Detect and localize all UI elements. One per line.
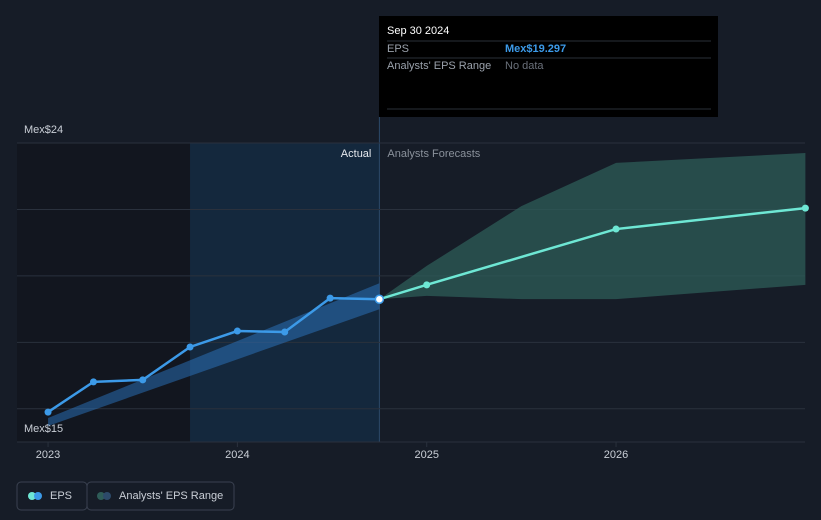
legend-item[interactable]: Analysts' EPS Range bbox=[86, 481, 235, 511]
forecast-point bbox=[423, 281, 431, 289]
legend-button[interactable] bbox=[86, 481, 235, 511]
past-region bbox=[17, 143, 191, 442]
legend-swatch bbox=[28, 492, 36, 500]
y-tick-label: Mex$15 bbox=[24, 423, 63, 435]
forecast-point bbox=[801, 204, 809, 212]
eps-point bbox=[233, 327, 241, 335]
eps-point bbox=[326, 294, 334, 302]
x-tick-label: 2025 bbox=[414, 449, 438, 461]
legend-swatch bbox=[34, 492, 42, 500]
tooltip-label: EPS bbox=[387, 43, 409, 55]
legend-swatch bbox=[103, 492, 111, 500]
eps-point bbox=[374, 294, 385, 304]
legend-label: EPS bbox=[50, 490, 72, 502]
eps-point bbox=[44, 408, 52, 416]
range-area bbox=[379, 152, 806, 300]
highlight-region bbox=[190, 143, 380, 442]
x-tick-label: 2023 bbox=[36, 449, 60, 461]
forecast-label: Analysts Forecasts bbox=[387, 148, 480, 160]
marks bbox=[44, 152, 809, 426]
eps-line bbox=[47, 296, 380, 414]
tooltip-label: Analysts' EPS Range bbox=[387, 60, 491, 72]
x-tick-label: 2026 bbox=[604, 449, 628, 461]
legend: EPS Analysts' EPS Range bbox=[16, 481, 235, 511]
y-tick-label: Mex$24 bbox=[24, 124, 63, 136]
legend-label: Analysts' EPS Range bbox=[119, 490, 223, 502]
forecast-line bbox=[379, 206, 806, 301]
tooltip-value: No data bbox=[505, 60, 544, 72]
trend-band bbox=[48, 283, 380, 426]
eps-point bbox=[139, 376, 147, 384]
x-tick-label: 2024 bbox=[225, 449, 249, 461]
legend-swatch bbox=[97, 492, 105, 500]
eps-point bbox=[186, 343, 194, 351]
grid: Mex$15 Mex$24 2023 2024 2025 2026 bbox=[17, 124, 805, 461]
tooltip-date: Sep 30 2024 bbox=[387, 25, 449, 37]
eps-point bbox=[89, 378, 97, 386]
actual-label: Actual bbox=[341, 148, 372, 160]
forecast-point bbox=[612, 225, 620, 233]
eps-point bbox=[281, 328, 289, 336]
plot-background: Actual Analysts Forecasts bbox=[17, 117, 481, 442]
tooltip: Sep 30 2024 EPS Mex$19.297 Analysts' EPS… bbox=[379, 16, 718, 117]
tooltip-box bbox=[379, 16, 718, 117]
tooltip-value: Mex$19.297 bbox=[505, 43, 566, 55]
